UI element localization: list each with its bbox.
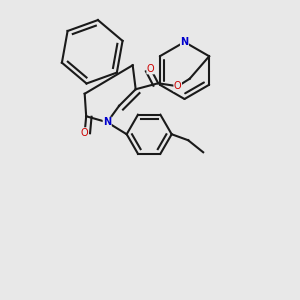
Text: O: O [174,81,182,91]
Text: O: O [81,128,88,138]
Text: N: N [103,117,111,127]
Text: O: O [147,64,154,74]
Text: N: N [180,37,189,47]
